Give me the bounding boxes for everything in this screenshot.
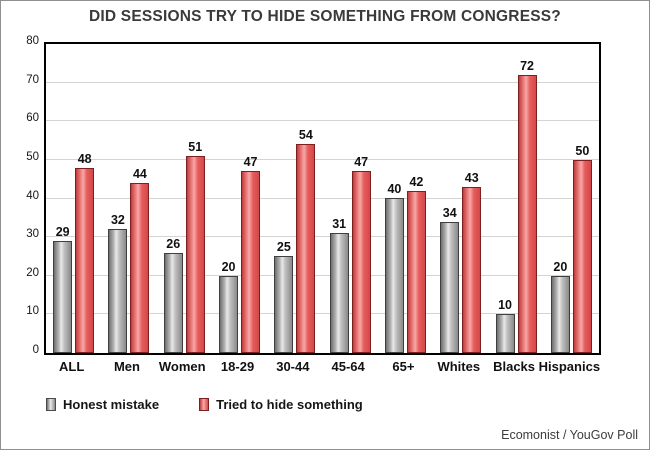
bar [329,233,349,353]
y-tick-label: 10 [26,305,39,318]
legend-label: Tried to hide something [216,397,363,412]
bar-value-label: 50 [575,144,590,158]
bar-value-label: 47 [243,155,258,169]
legend: Honest mistake Tried to hide something [46,397,363,412]
bar [462,187,482,353]
bar-value-label: 26 [166,237,181,251]
y-tick-label: 30 [26,228,39,241]
bar-value-label: 47 [354,155,369,169]
x-category-label: 30-44 [276,359,310,374]
x-category-label: Whites [437,359,481,374]
x-category-label: Hispanics [538,359,601,374]
x-category-label: 65+ [392,359,415,374]
gridline [46,120,599,122]
source-credit: Ecomonist / YouGov Poll [501,428,638,442]
y-tick-label: 20 [26,266,39,279]
bar-value-label: 29 [55,225,70,239]
bar [517,75,537,353]
legend-swatch-icon [46,398,56,411]
bar-value-label: 42 [409,175,424,189]
bar-value-label: 40 [387,182,402,196]
x-category-label: ALL [59,359,85,374]
gridline [46,81,599,83]
bar-value-label: 43 [464,171,479,185]
gridline [46,197,599,199]
bar [274,256,294,353]
x-category-label: 45-64 [331,359,365,374]
x-axis: ALL Men Women 18-29 30-44 45-64 65+ Whites Black… [44,359,601,377]
bar [108,229,128,353]
bar [572,160,592,353]
bar-value-label: 72 [520,59,534,73]
legend-label: Honest mistake [63,397,160,412]
bar [185,156,205,353]
y-axis: 0 10 20 30 40 50 60 70 80 [1,35,39,356]
bar-value-label: 48 [77,152,92,166]
bar-value-label: 54 [298,128,313,142]
bar-value-label: 31 [332,217,347,231]
bar [53,241,73,353]
bar [351,171,371,353]
bar-value-label: 32 [110,213,125,227]
y-tick-label: 80 [26,35,39,47]
gridline [46,313,599,315]
bar-value-label: 20 [221,260,236,274]
bar-value-label: 34 [442,206,457,220]
legend-item: Honest mistake [46,397,159,412]
x-category-label: Women [158,359,206,374]
gridline [46,236,599,238]
x-category-label: 18-29 [220,359,255,374]
bar-value-label: 20 [553,260,568,274]
bar-value-label: 10 [498,298,512,312]
bar-value-label: 51 [188,140,203,154]
y-tick-label: 50 [26,150,39,163]
chart-title: DID SESSIONS TRY TO HIDE SOMETHING FROM … [89,8,561,25]
gridline [46,158,599,160]
y-tick-label: 40 [26,189,39,202]
y-tick-label: 70 [26,73,39,86]
gridline [46,274,599,276]
bar-value-label: 44 [132,167,147,181]
bar [406,191,426,353]
bar [550,276,570,353]
bar [495,314,515,353]
bar [440,222,460,353]
bar-value-label: 25 [276,240,291,254]
x-category-label: Blacks [493,359,536,374]
bar [241,171,261,353]
legend-item: Tried to hide something [199,397,363,412]
y-tick-label: 60 [26,112,39,125]
y-tick-label: 0 [32,344,39,356]
bar [163,253,183,353]
x-category-label: Men [113,359,140,374]
bar [384,198,404,353]
legend-swatch-icon [199,398,210,411]
bar [75,168,95,353]
bar [296,144,316,353]
bar [219,276,239,353]
plot-area: 29 48 32 44 26 51 20 47 25 54 31 47 40 42 34 43 10 72 20 50 [44,42,601,355]
bar [130,183,150,353]
